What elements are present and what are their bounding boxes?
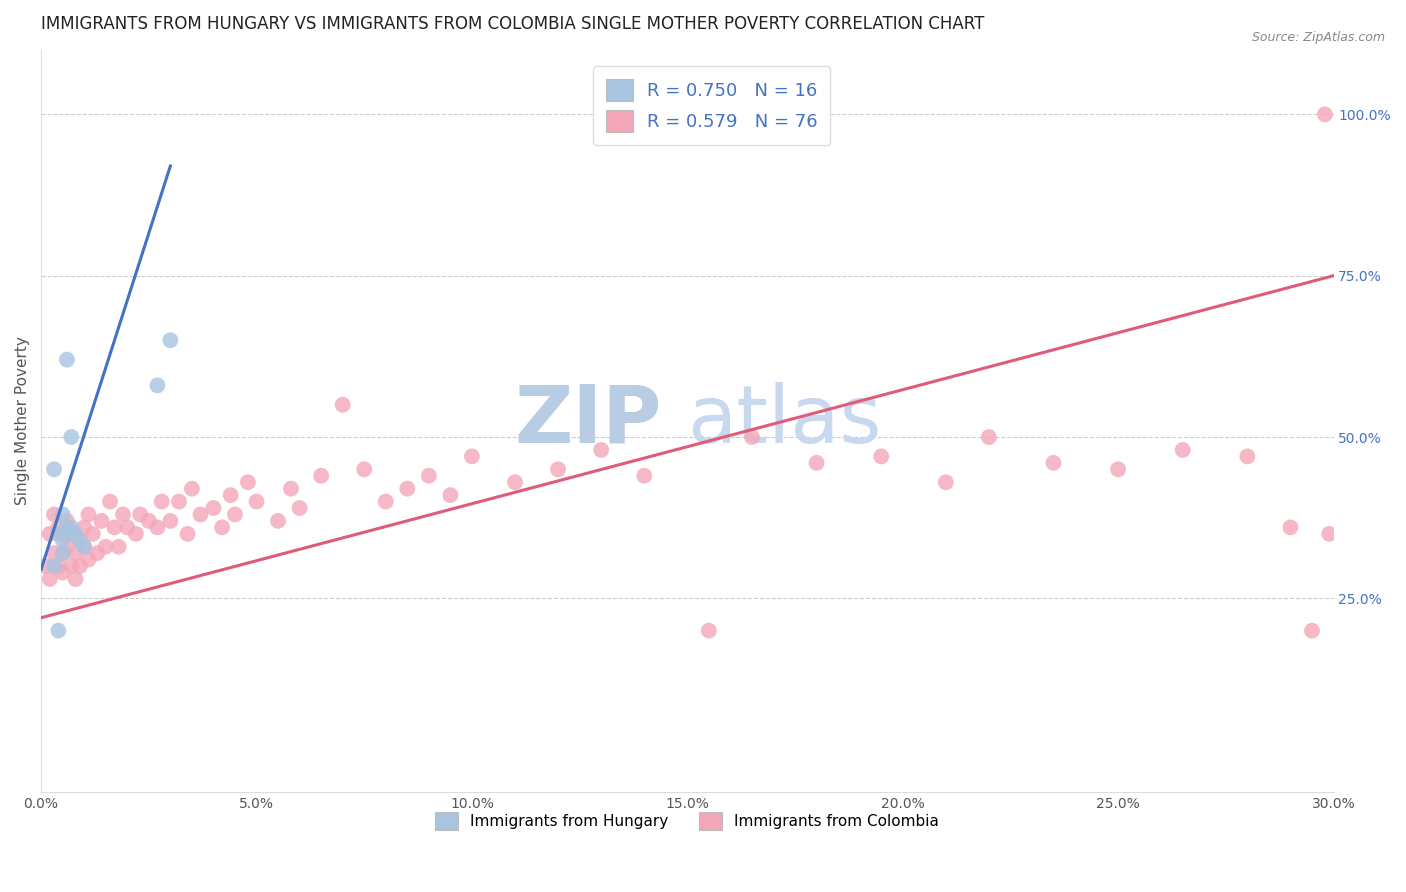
Point <box>159 333 181 347</box>
Point <box>56 520 79 534</box>
Point <box>77 508 100 522</box>
Point <box>52 533 75 548</box>
Point <box>69 559 91 574</box>
Point <box>52 546 75 560</box>
Point <box>60 559 83 574</box>
Point <box>56 352 79 367</box>
Point <box>107 540 129 554</box>
Point <box>42 559 65 574</box>
Point <box>65 546 87 560</box>
Point <box>697 624 720 638</box>
Point <box>267 514 290 528</box>
Point <box>73 540 96 554</box>
Point <box>1313 107 1336 121</box>
Point <box>396 482 419 496</box>
Point <box>129 508 152 522</box>
Point <box>1279 520 1302 534</box>
Point <box>1171 442 1194 457</box>
Point <box>65 526 87 541</box>
Point <box>69 533 91 548</box>
Point <box>245 494 267 508</box>
Point <box>503 475 526 490</box>
Point <box>741 430 763 444</box>
Point <box>146 520 169 534</box>
Text: atlas: atlas <box>688 382 882 460</box>
Point <box>77 552 100 566</box>
Point <box>146 378 169 392</box>
Point <box>42 508 65 522</box>
Point <box>86 546 108 560</box>
Point <box>60 520 83 534</box>
Point <box>332 398 354 412</box>
Point <box>65 572 87 586</box>
Point <box>56 540 79 554</box>
Point <box>52 566 75 580</box>
Point <box>42 462 65 476</box>
Point <box>52 546 75 560</box>
Point <box>159 514 181 528</box>
Point <box>94 540 117 554</box>
Point <box>176 526 198 541</box>
Point <box>180 482 202 496</box>
Point <box>46 520 69 534</box>
Point <box>56 514 79 528</box>
Point <box>977 430 1000 444</box>
Point <box>38 572 60 586</box>
Point <box>52 526 75 541</box>
Point <box>935 475 957 490</box>
Point <box>1317 526 1340 541</box>
Point <box>46 624 69 638</box>
Text: ZIP: ZIP <box>515 382 661 460</box>
Y-axis label: Single Mother Poverty: Single Mother Poverty <box>15 336 30 506</box>
Point <box>439 488 461 502</box>
Text: Source: ZipAtlas.com: Source: ZipAtlas.com <box>1251 31 1385 45</box>
Point <box>98 494 121 508</box>
Point <box>42 546 65 560</box>
Point <box>806 456 828 470</box>
Point <box>38 526 60 541</box>
Point <box>202 501 225 516</box>
Point <box>190 508 212 522</box>
Point <box>280 482 302 496</box>
Point <box>103 520 125 534</box>
Point <box>117 520 139 534</box>
Point <box>633 468 655 483</box>
Text: IMMIGRANTS FROM HUNGARY VS IMMIGRANTS FROM COLOMBIA SINGLE MOTHER POVERTY CORREL: IMMIGRANTS FROM HUNGARY VS IMMIGRANTS FR… <box>41 15 984 33</box>
Point <box>1107 462 1129 476</box>
Point <box>46 559 69 574</box>
Point <box>219 488 242 502</box>
Point <box>82 526 104 541</box>
Point <box>224 508 246 522</box>
Point <box>1301 624 1323 638</box>
Point <box>46 526 69 541</box>
Point <box>125 526 148 541</box>
Point <box>73 520 96 534</box>
Point <box>34 559 56 574</box>
Legend: Immigrants from Hungary, Immigrants from Colombia: Immigrants from Hungary, Immigrants from… <box>429 805 945 837</box>
Point <box>418 468 440 483</box>
Point <box>309 468 332 483</box>
Point <box>870 450 893 464</box>
Point <box>461 450 484 464</box>
Point <box>60 430 83 444</box>
Point <box>211 520 233 534</box>
Point <box>288 501 311 516</box>
Point <box>1042 456 1064 470</box>
Point <box>69 533 91 548</box>
Point <box>353 462 375 476</box>
Point <box>547 462 569 476</box>
Point <box>591 442 613 457</box>
Point <box>52 508 75 522</box>
Point <box>1236 450 1258 464</box>
Point <box>374 494 396 508</box>
Point <box>90 514 112 528</box>
Point <box>236 475 259 490</box>
Point <box>167 494 190 508</box>
Point <box>60 526 83 541</box>
Point <box>138 514 160 528</box>
Point <box>73 540 96 554</box>
Point <box>150 494 173 508</box>
Point <box>111 508 134 522</box>
